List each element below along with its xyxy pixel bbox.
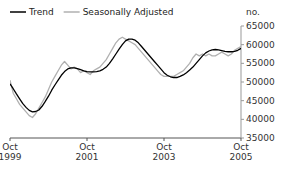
x-tick [10, 138, 11, 141]
y-tick [241, 63, 244, 64]
x-tick-label-line: Oct [79, 142, 95, 152]
x-tick-label-line: 2001 [76, 152, 99, 162]
x-tick-label-line: Oct [233, 142, 249, 152]
legend: Trend Seasonally Adjusted [10, 7, 173, 17]
legend-label: Seasonally Adjusted [83, 7, 174, 17]
chart: 35000 40000 45000 50000 55000 60000 65000 no. Oc… [0, 0, 283, 170]
y-tick-label: 50000 [246, 77, 275, 87]
y-tick-label: 45000 [246, 96, 275, 106]
x-tick [164, 138, 165, 141]
y-tick-label: 65000 [246, 21, 275, 31]
plot-lines [10, 37, 241, 117]
x-tick [241, 138, 242, 141]
x-tick [87, 138, 88, 141]
y-tick-label: 55000 [246, 58, 275, 68]
line-series [10, 37, 241, 117]
x-axis-line [10, 138, 241, 139]
x-tick-label: Oct2001 [76, 142, 99, 162]
legend-label: Trend [28, 7, 54, 17]
legend-swatch [64, 11, 80, 13]
y-tick [241, 44, 244, 45]
x-tick-label: Oct2005 [230, 142, 253, 162]
legend-swatch [10, 11, 26, 13]
x-tick-label: Oct1999 [0, 142, 22, 162]
y-tick-label: 35000 [246, 133, 275, 143]
y-axis-label: no. [246, 7, 260, 17]
x-tick-label-line: 2005 [230, 152, 253, 162]
x-tick-label-line: Oct [2, 142, 18, 152]
x-tick-label: Oct2003 [153, 142, 176, 162]
y-tick [241, 119, 244, 120]
y-tick [241, 82, 244, 83]
y-tick [241, 100, 244, 101]
y-tick [241, 26, 244, 27]
y-tick-label: 60000 [246, 40, 275, 50]
line-series [10, 39, 241, 112]
x-tick-label-line: 1999 [0, 152, 22, 162]
x-tick-label-line: 2003 [153, 152, 176, 162]
x-tick-label-line: Oct [156, 142, 172, 152]
y-tick-label: 40000 [246, 114, 275, 124]
